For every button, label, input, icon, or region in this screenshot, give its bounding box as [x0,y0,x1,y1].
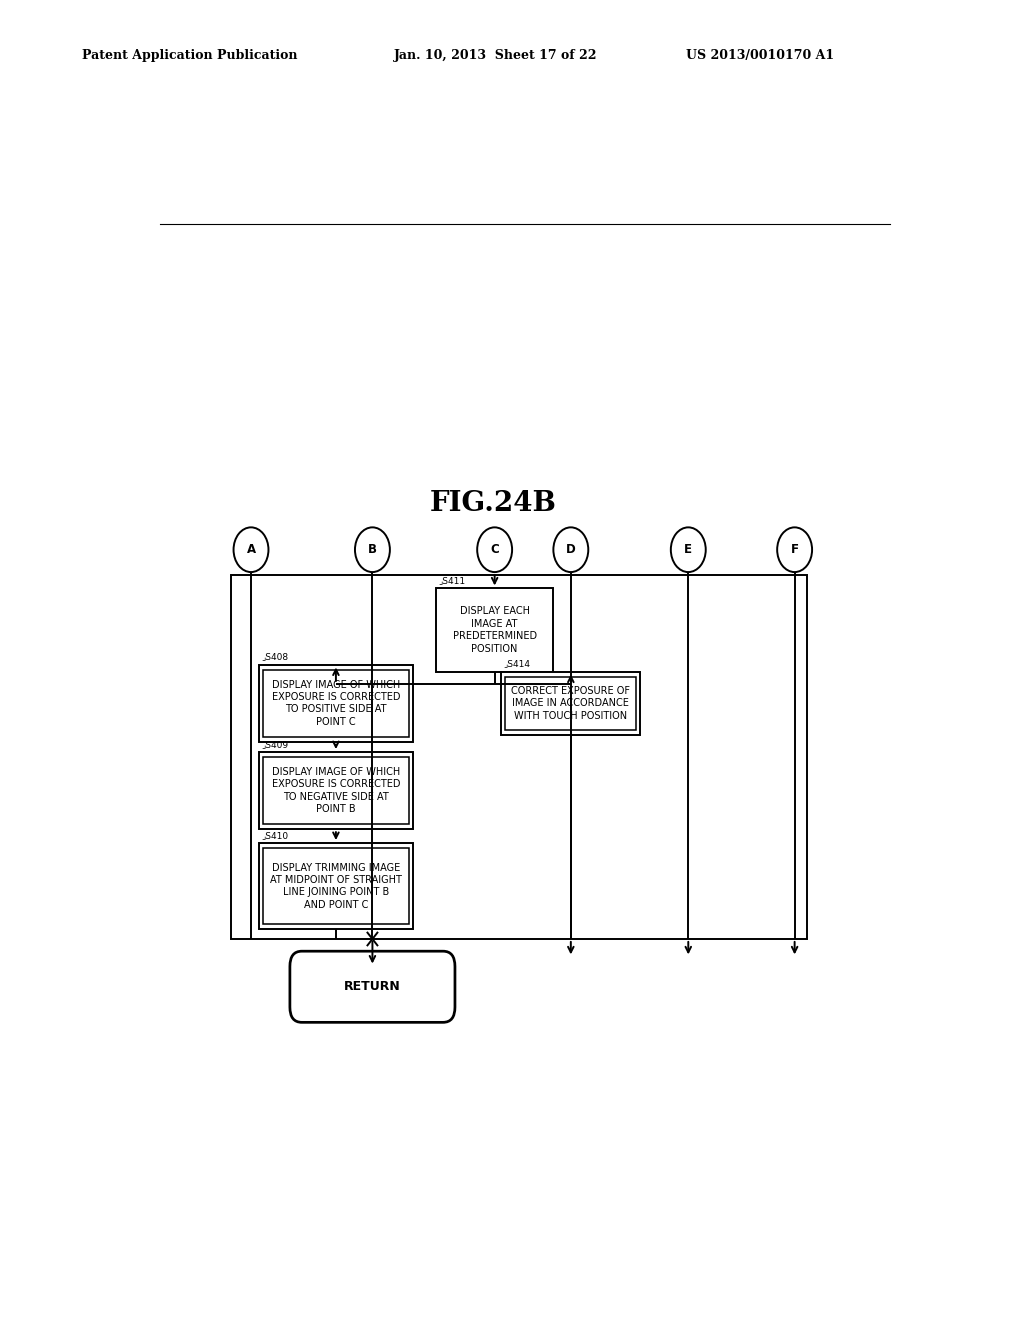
Text: DISPLAY IMAGE OF WHICH
EXPOSURE IS CORRECTED
TO POSITIVE SIDE AT
POINT C: DISPLAY IMAGE OF WHICH EXPOSURE IS CORRE… [271,680,400,727]
Bar [506,677,636,730]
Text: ⌟S411: ⌟S411 [438,577,466,585]
Text: B: B [368,544,377,556]
Text: CORRECT EXPOSURE OF
IMAGE IN ACCORDANCE
WITH TOUCH POSITION: CORRECT EXPOSURE OF IMAGE IN ACCORDANCE … [511,686,631,721]
Bar [262,669,410,737]
Bar [262,847,410,924]
Circle shape [777,528,812,572]
Text: ⌟S410: ⌟S410 [261,830,288,840]
Text: DISPLAY EACH
IMAGE AT
PREDETERMINED
POSITION: DISPLAY EACH IMAGE AT PREDETERMINED POSI… [453,606,537,653]
Bar [258,664,414,742]
Circle shape [233,528,268,572]
FancyBboxPatch shape [290,952,455,1022]
Circle shape [553,528,588,572]
Text: A: A [247,544,256,556]
Text: D: D [566,544,575,556]
Bar [258,843,414,929]
Circle shape [355,528,390,572]
Text: Jan. 10, 2013  Sheet 17 of 22: Jan. 10, 2013 Sheet 17 of 22 [394,49,598,62]
Bar [258,752,414,829]
Text: E: E [684,544,692,556]
Circle shape [671,528,706,572]
Text: F: F [791,544,799,556]
Text: ⌟S409: ⌟S409 [261,741,288,748]
Text: RETURN: RETURN [344,981,400,993]
Text: C: C [490,544,499,556]
Text: US 2013/0010170 A1: US 2013/0010170 A1 [686,49,835,62]
Text: DISPLAY IMAGE OF WHICH
EXPOSURE IS CORRECTED
TO NEGATIVE SIDE AT
POINT B: DISPLAY IMAGE OF WHICH EXPOSURE IS CORRE… [271,767,400,814]
Bar [502,672,640,735]
Bar [262,758,410,824]
Bar [231,576,807,939]
Text: ⌟S408: ⌟S408 [261,652,288,661]
Text: Patent Application Publication: Patent Application Publication [82,49,297,62]
Bar [436,589,553,672]
Circle shape [477,528,512,572]
Text: FIG.24B: FIG.24B [430,491,556,517]
Text: DISPLAY TRIMMING IMAGE
AT MIDPOINT OF STRAIGHT
LINE JOINING POINT B
AND POINT C: DISPLAY TRIMMING IMAGE AT MIDPOINT OF ST… [270,862,401,909]
Text: ⌟S414: ⌟S414 [504,660,530,669]
